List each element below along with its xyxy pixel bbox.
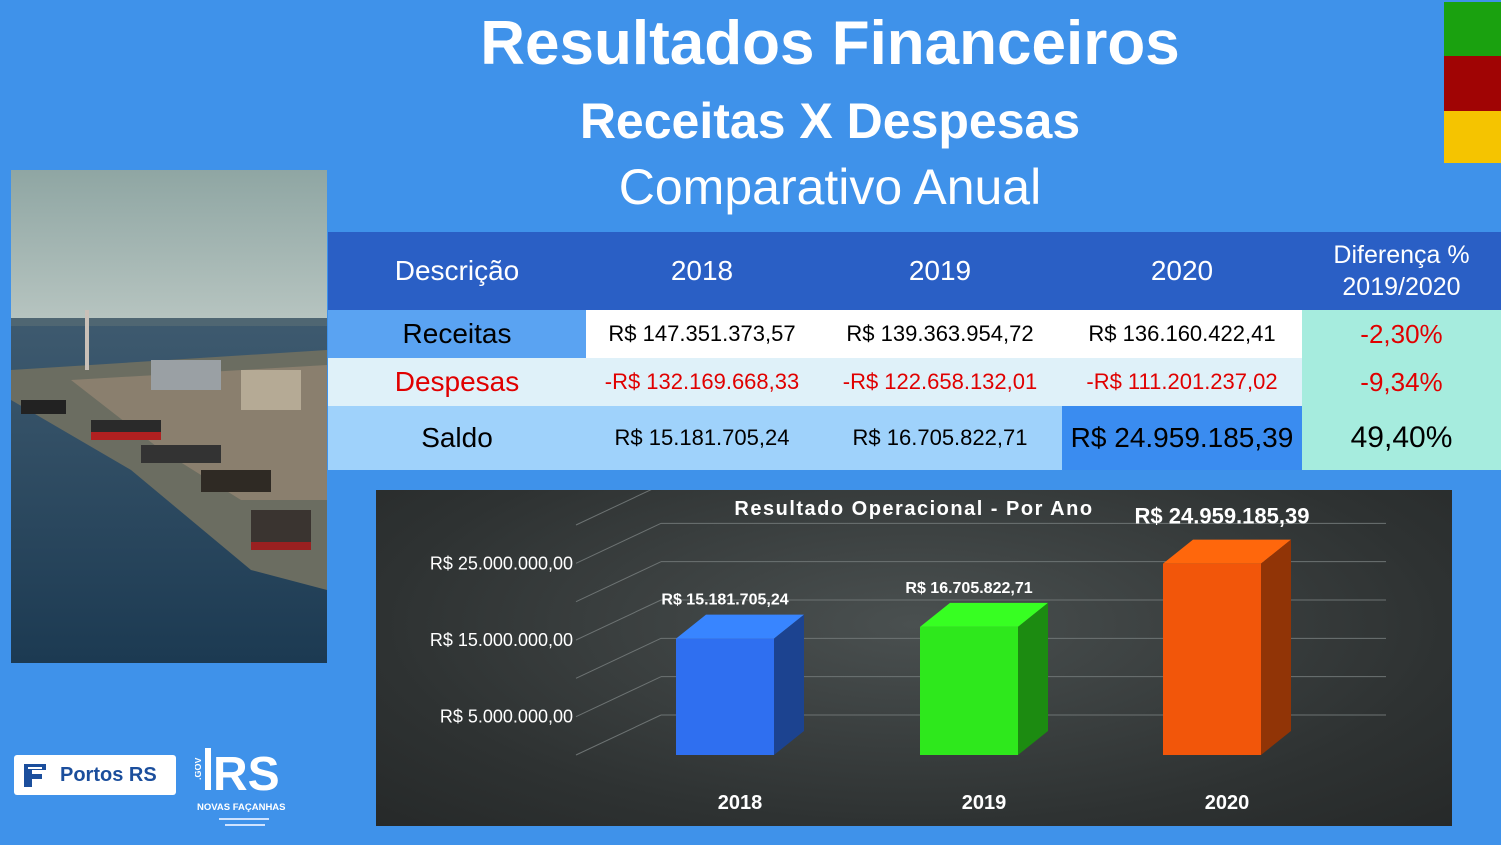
table-cell: R$ 147.351.373,57 xyxy=(586,310,818,358)
bar-side-face xyxy=(1018,602,1048,755)
header-diferenca-line1: Diferença % xyxy=(1333,241,1470,269)
data-label: R$ 15.181.705,24 xyxy=(661,592,788,609)
grid-line-diagonal xyxy=(575,522,662,564)
bar-2018 xyxy=(676,638,774,755)
grid-line-diagonal xyxy=(575,561,662,603)
flag-yellow-stripe xyxy=(1444,111,1501,163)
chart-bars: R$ 15.181.705,24 R$ 16.705.822,71 R$ 24.95… xyxy=(661,504,1309,755)
grid-line-diagonal xyxy=(575,484,662,526)
table-row-despesas: Despesas -R$ 132.169.668,33 -R$ 122.658.… xyxy=(328,358,1501,406)
header-2018: 2018 xyxy=(586,232,818,310)
diff-cell: -9,34% xyxy=(1302,358,1501,406)
bar-2020 xyxy=(1163,563,1261,755)
table-header-row: Descrição 2018 2019 2020 Diferença % 2019… xyxy=(328,232,1501,310)
row-label: Saldo xyxy=(328,406,586,470)
diff-cell: -2,30% xyxy=(1302,310,1501,358)
portos-logo-text: Portos RS xyxy=(60,763,157,786)
port-photo xyxy=(11,170,327,663)
table-cell: R$ 139.363.954,72 xyxy=(818,310,1062,358)
y-tick-label: R$ 5.000.000,00 xyxy=(440,707,573,727)
row-label: Receitas xyxy=(328,310,586,358)
rs-gov-logo: .GOV RS NOVAS FAÇANHAS xyxy=(195,748,286,826)
table-cell-highlight: R$ 24.959.185,39 xyxy=(1062,406,1302,470)
table-row-saldo: Saldo R$ 15.181.705,24 R$ 16.705.822,71 … xyxy=(328,406,1501,470)
flag-red-stripe xyxy=(1444,56,1501,111)
financial-table: Descrição 2018 2019 2020 Diferença % 2019… xyxy=(328,232,1501,470)
x-tick-label: 2019 xyxy=(962,792,1007,814)
rs-logo-text: RS xyxy=(213,748,280,801)
portos-flag-icon xyxy=(24,764,46,787)
x-axis-labels: 2018 2019 2020 xyxy=(718,792,1250,814)
header-2020: 2020 xyxy=(1062,232,1302,310)
data-label: R$ 16.705.822,71 xyxy=(905,580,1032,597)
page-title: Resultados Financeiros xyxy=(480,9,1180,78)
grid-line-diagonal xyxy=(575,714,662,756)
table-cell: R$ 15.181.705,24 xyxy=(586,406,818,470)
table-cell: R$ 16.705.822,71 xyxy=(818,406,1062,470)
x-tick-label: 2018 xyxy=(718,792,763,814)
bar-side-face xyxy=(774,614,804,755)
header-descricao: Descrição xyxy=(328,232,586,310)
grid-line-diagonal xyxy=(575,637,662,679)
bar-chart: Resultado Operacional - Por Ano R$ 5.000… xyxy=(430,484,1386,814)
diff-cell: 49,40% xyxy=(1302,406,1501,470)
table-row-receitas: Receitas R$ 147.351.373,57 R$ 139.363.95… xyxy=(328,310,1501,358)
page-subtitle-2: Comparativo Anual xyxy=(618,159,1042,215)
x-tick-label: 2020 xyxy=(1205,792,1250,814)
table-cell: -R$ 132.169.668,33 xyxy=(586,358,818,406)
grid-line-diagonal xyxy=(575,676,662,718)
row-label: Despesas xyxy=(328,358,586,406)
bar-top-face xyxy=(1163,539,1291,564)
chart-panel: Resultado Operacional - Por Ano R$ 5.000… xyxy=(376,484,1452,826)
bar-side-face xyxy=(1261,539,1291,755)
bar-top-face xyxy=(920,602,1048,627)
header-diferenca-line2: 2019/2020 xyxy=(1342,273,1461,301)
svg-text:.GOV: .GOV xyxy=(195,757,203,780)
flag-green-stripe xyxy=(1444,2,1501,56)
bar-top-face xyxy=(676,614,804,639)
table-cell: -R$ 122.658.132,01 xyxy=(818,358,1062,406)
table-cell: -R$ 111.201.237,02 xyxy=(1062,358,1302,406)
chart-title: Resultado Operacional - Por Ano xyxy=(734,498,1093,520)
header-2019: 2019 xyxy=(818,232,1062,310)
data-label: R$ 24.959.185,39 xyxy=(1135,504,1310,529)
rs-logo-tagline: NOVAS FAÇANHAS xyxy=(197,802,286,813)
y-tick-label: R$ 25.000.000,00 xyxy=(430,553,573,573)
grid-line-diagonal xyxy=(575,599,662,641)
header-diferenca: Diferença % 2019/2020 xyxy=(1302,232,1501,310)
table-cell: R$ 136.160.422,41 xyxy=(1062,310,1302,358)
portos-rs-logo: Portos RS xyxy=(14,755,176,795)
y-tick-label: R$ 15.000.000,00 xyxy=(430,630,573,650)
y-axis-labels: R$ 5.000.000,00 R$ 15.000.000,00 R$ 25.000… xyxy=(430,553,573,726)
bar-2019 xyxy=(920,626,1018,755)
page-subtitle: Receitas X Despesas xyxy=(579,93,1081,149)
